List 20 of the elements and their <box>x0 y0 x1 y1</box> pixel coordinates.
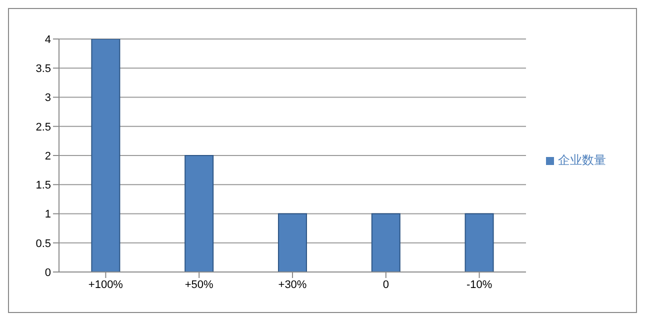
y-tick-label: 1.5 <box>36 180 51 192</box>
y-tick-label: 3 <box>44 92 51 104</box>
x-tick-label: -10% <box>466 278 492 291</box>
bar <box>464 213 494 272</box>
y-tick-label: 2.5 <box>36 121 51 134</box>
y-tick-label: 0.5 <box>36 238 51 250</box>
y-tick-label: 2 <box>44 150 51 162</box>
bar <box>278 213 307 272</box>
x-tick-label: +50% <box>184 278 214 291</box>
y-tick-label: 0 <box>44 266 51 279</box>
bar <box>91 39 120 272</box>
legend-label: 企业数量 <box>558 153 606 167</box>
x-tick-label: +30% <box>278 278 307 291</box>
bar <box>371 213 400 272</box>
y-tick-label: 1 <box>44 208 51 221</box>
x-tick-label: +100% <box>88 278 124 291</box>
x-tick-label: 0 <box>382 278 389 291</box>
y-tick-label: 3.5 <box>36 63 51 76</box>
bar <box>184 155 214 272</box>
y-tick-label: 4 <box>44 34 51 46</box>
